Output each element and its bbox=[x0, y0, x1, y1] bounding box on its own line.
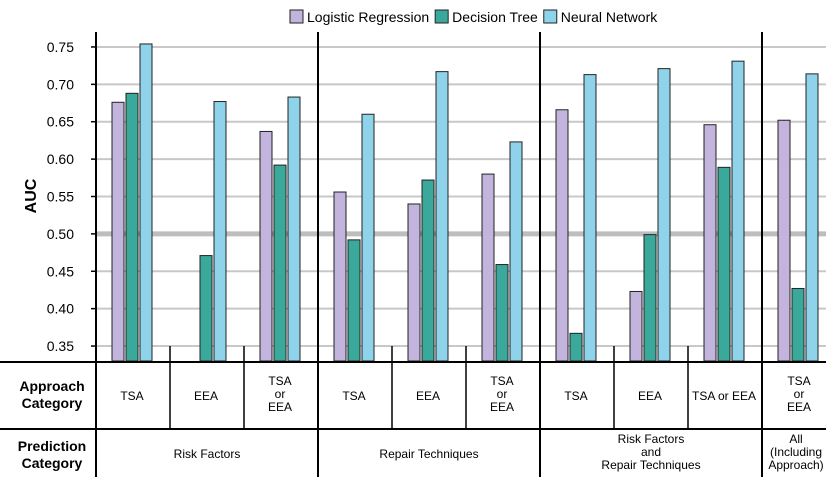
y-tick-label: 0.50 bbox=[47, 226, 74, 242]
bar bbox=[259, 130, 273, 362]
approach-label: TSA bbox=[564, 389, 587, 403]
bar bbox=[731, 60, 745, 362]
bar bbox=[213, 101, 227, 362]
bar bbox=[583, 74, 597, 362]
prediction-group-label: All bbox=[789, 432, 802, 446]
bar bbox=[791, 287, 805, 362]
approach-label: TSA bbox=[490, 374, 513, 388]
prediction-group-label: Repair Techniques bbox=[601, 458, 700, 472]
approach-label: EEA bbox=[194, 389, 218, 403]
y-tick-label: 0.35 bbox=[47, 338, 74, 354]
bar bbox=[139, 43, 153, 362]
y-tick-label: 0.55 bbox=[47, 189, 74, 205]
bar bbox=[777, 119, 791, 362]
bar bbox=[111, 101, 125, 362]
bar bbox=[333, 191, 347, 362]
bar bbox=[347, 239, 361, 362]
approach-label: TSA bbox=[342, 389, 365, 403]
approach-label: EEA bbox=[638, 389, 662, 403]
bar bbox=[569, 332, 583, 362]
bar bbox=[629, 290, 643, 362]
legend-label: Neural Network bbox=[561, 9, 658, 25]
bar bbox=[643, 234, 657, 362]
y-tick-label: 0.40 bbox=[47, 301, 74, 317]
bar bbox=[717, 166, 731, 362]
bar bbox=[509, 141, 523, 362]
prediction-group-label: and bbox=[641, 445, 661, 459]
approach-label: TSA bbox=[268, 374, 291, 388]
bar bbox=[407, 203, 421, 362]
y-tick-label: 0.65 bbox=[47, 114, 74, 130]
y-axis: 0.35 0.40 0.45 0.50 0.55 0.60 0.65 0.70 0.75 AUC bbox=[23, 32, 97, 477]
bar bbox=[703, 124, 717, 362]
prediction-group-label: Approach) bbox=[768, 458, 823, 472]
legend-label: Logistic Regression bbox=[307, 9, 429, 25]
y-tick-label: 0.70 bbox=[47, 76, 74, 92]
chart-frame bbox=[0, 32, 826, 477]
bar bbox=[657, 68, 671, 362]
approach-label: EEA bbox=[416, 389, 440, 403]
approach-label: EEA bbox=[268, 400, 292, 414]
bar bbox=[435, 71, 449, 362]
bars bbox=[111, 43, 819, 362]
bar bbox=[421, 179, 435, 362]
approach-label: TSA bbox=[120, 389, 143, 403]
approach-label: or bbox=[497, 387, 508, 401]
bar bbox=[287, 96, 301, 362]
approach-label: TSA bbox=[787, 374, 810, 388]
approach-row-label: Approach bbox=[19, 378, 84, 394]
bar bbox=[199, 255, 213, 362]
bar bbox=[481, 173, 495, 362]
prediction-group-label: Risk Factors bbox=[618, 432, 685, 446]
y-tick-label: 0.45 bbox=[47, 263, 74, 279]
y-axis-title: AUC bbox=[23, 178, 40, 213]
y-tick-label: 0.60 bbox=[47, 151, 74, 167]
prediction-group-label: (Including bbox=[770, 445, 822, 459]
legend-swatch bbox=[289, 9, 304, 24]
approach-label: EEA bbox=[787, 400, 811, 414]
approach-label: TSA or EEA bbox=[692, 389, 756, 403]
approach-row-label: Category bbox=[22, 395, 83, 411]
prediction-row-label: Prediction bbox=[18, 438, 86, 454]
y-tick-label: 0.75 bbox=[47, 39, 74, 55]
legend-swatch bbox=[543, 9, 558, 24]
approach-label: or bbox=[275, 387, 286, 401]
approach-label: EEA bbox=[490, 400, 514, 414]
prediction-row-label: Category bbox=[22, 455, 83, 471]
legend-label: Decision Tree bbox=[452, 9, 538, 25]
legend: Logistic Regression Decision Tree Neural N… bbox=[289, 9, 658, 25]
bar bbox=[361, 113, 375, 362]
prediction-group-label: Repair Techniques bbox=[379, 447, 478, 461]
bar bbox=[495, 264, 509, 362]
bar bbox=[805, 73, 819, 362]
prediction-group-label: Risk Factors bbox=[174, 447, 241, 461]
approach-label: or bbox=[794, 387, 805, 401]
legend-swatch bbox=[434, 9, 449, 24]
bar bbox=[125, 92, 139, 362]
bar bbox=[273, 164, 287, 362]
bar bbox=[555, 109, 569, 362]
